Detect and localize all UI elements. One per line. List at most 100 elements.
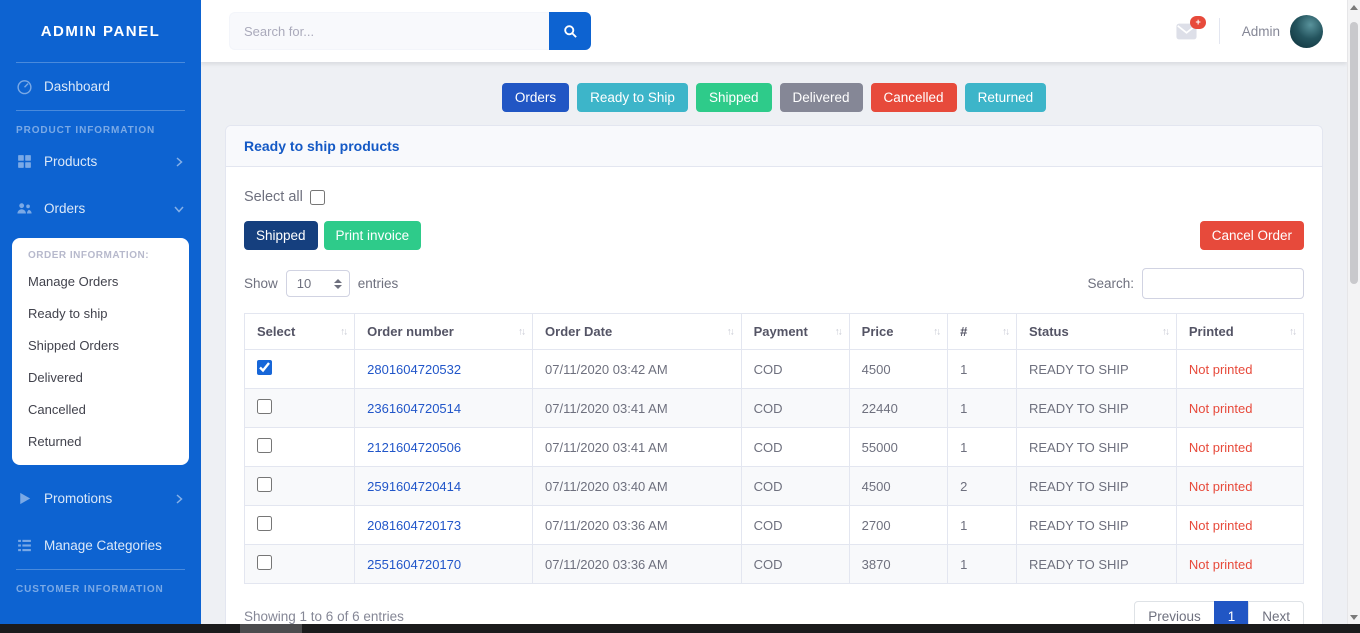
print-invoice-button[interactable]: Print invoice <box>323 221 422 250</box>
table-search-control: Search: <box>1087 268 1304 299</box>
tachometer-icon <box>16 78 33 95</box>
order-number-link[interactable]: 2801604720532 <box>367 361 462 377</box>
order-number-link[interactable]: 2551604720170 <box>367 556 462 572</box>
row-checkbox[interactable] <box>257 516 272 531</box>
column-label: # <box>960 324 968 339</box>
topbar: + Admin <box>201 0 1347 62</box>
select-all-label: Select all <box>244 189 303 205</box>
column-header-printed[interactable]: Printed ↑↓ <box>1175 313 1305 350</box>
filter-button-orders[interactable]: Orders <box>501 83 570 112</box>
order-date-cell: 07/11/2020 03:42 AM <box>532 349 742 389</box>
payment-cell: COD <box>740 349 850 389</box>
orders-submenu: ORDER INFORMATION: Manage Orders Ready to… <box>12 238 189 465</box>
column-header-select[interactable]: Select ↑↓ <box>243 313 356 350</box>
table-search-input[interactable] <box>1142 268 1304 299</box>
submenu-item-delivered[interactable]: Delivered <box>28 369 83 385</box>
order-date-cell: 07/11/2020 03:40 AM <box>532 466 742 506</box>
vertical-scrollbar[interactable] <box>1347 0 1360 624</box>
table-row: 2121604720506 07/11/2020 03:41 AM COD 55… <box>243 427 1305 467</box>
submenu-item-shipped-orders[interactable]: Shipped Orders <box>28 337 120 353</box>
search-input[interactable] <box>229 12 549 50</box>
printed-cell: Not printed <box>1175 505 1305 545</box>
topbar-search <box>229 12 591 50</box>
user-menu[interactable]: Admin <box>1241 14 1323 48</box>
submenu-item-cancelled[interactable]: Cancelled <box>28 401 86 417</box>
row-checkbox[interactable] <box>257 438 272 453</box>
printed-cell: Not printed <box>1175 544 1305 584</box>
sidebar-divider <box>16 569 185 570</box>
table-row: 2551604720170 07/11/2020 03:36 AM COD 38… <box>243 544 1305 584</box>
orders-submenu-items: Manage Orders Ready to ship Shipped Orders… <box>12 265 189 457</box>
row-checkbox[interactable] <box>257 477 272 492</box>
column-label: Status <box>1028 324 1069 339</box>
select-all-checkbox[interactable] <box>309 189 325 205</box>
sort-icon: ↑↓ <box>1001 326 1010 337</box>
cancel-order-button[interactable]: Cancel Order <box>1199 221 1304 250</box>
filter-button-returned[interactable]: Returned <box>964 83 1047 112</box>
column-header-order-date[interactable]: Order Date ↑↓ <box>532 313 742 350</box>
scroll-down-icon[interactable] <box>1348 610 1360 624</box>
column-header-status[interactable]: Status ↑↓ <box>1015 313 1177 350</box>
topbar-right: + Admin <box>1176 14 1323 48</box>
sidebar-item-label: Promotions <box>44 491 113 506</box>
scrollbar-thumb[interactable] <box>1350 22 1358 284</box>
qty-cell: 1 <box>947 505 1017 545</box>
sidebar-item-label: Products <box>44 154 98 169</box>
scroll-up-icon[interactable] <box>1348 0 1360 14</box>
column-header-order-number[interactable]: Order number ↑↓ <box>354 313 534 350</box>
order-number-link[interactable]: 2591604720414 <box>367 478 462 494</box>
column-header-payment[interactable]: Payment ↑↓ <box>740 313 850 350</box>
sort-icon: ↑↓ <box>933 326 941 337</box>
table-header-row: Select ↑↓ Order number ↑↓ Order Date ↑↓ Paymen… <box>243 313 1305 350</box>
printed-cell: Not printed <box>1175 349 1305 389</box>
submenu-item-manage-orders[interactable]: Manage Orders <box>28 273 119 289</box>
page-length-select[interactable]: 10 <box>285 270 350 297</box>
payment-cell: COD <box>740 505 850 545</box>
submenu-item-ready-to-ship[interactable]: Ready to ship <box>28 305 108 321</box>
filter-button-delivered[interactable]: Delivered <box>779 83 863 112</box>
sidebar-item-products[interactable]: Products <box>0 138 201 185</box>
status-cell: READY TO SHIP <box>1015 466 1177 506</box>
submenu-item-returned[interactable]: Returned <box>28 433 82 449</box>
brand[interactable]: ADMIN PANEL <box>40 22 161 40</box>
entries-label: entries <box>357 276 399 291</box>
column-label: Payment <box>753 324 808 339</box>
filter-button-shipped[interactable]: Shipped <box>695 83 772 112</box>
row-checkbox[interactable] <box>257 555 272 570</box>
sidebar-item-manage-categories[interactable]: Manage Categories <box>0 522 201 569</box>
chevron-down-icon <box>173 203 185 215</box>
status-cell: READY TO SHIP <box>1015 427 1177 467</box>
shipped-button[interactable]: Shipped <box>244 221 318 250</box>
payment-cell: COD <box>740 466 850 506</box>
price-cell: 2700 <box>848 505 949 545</box>
order-number-link[interactable]: 2121604720506 <box>367 439 462 455</box>
sidebar-item-orders[interactable]: Orders <box>0 185 201 232</box>
users-icon <box>16 200 33 217</box>
search-button[interactable] <box>549 12 591 50</box>
filter-button-cancelled[interactable]: Cancelled <box>870 83 957 112</box>
row-checkbox[interactable] <box>257 360 272 375</box>
column-header-col5[interactable]: # ↑↓ <box>947 313 1017 350</box>
play-icon <box>16 490 33 507</box>
video-progress-segment <box>240 624 302 633</box>
alerts-dropdown[interactable]: + <box>1176 15 1206 40</box>
card-header: Ready to ship products <box>226 126 1322 167</box>
filter-button-ready-to-ship[interactable]: Ready to Ship <box>577 83 688 112</box>
order-number-link[interactable]: 2081604720173 <box>367 517 462 533</box>
column-header-price[interactable]: Price ↑↓ <box>848 313 949 350</box>
printed-cell: Not printed <box>1175 388 1305 428</box>
sidebar-item-promotions[interactable]: Promotions <box>0 475 201 522</box>
sidebar-item-dashboard[interactable]: Dashboard <box>0 63 201 110</box>
sort-icon: ↑↓ <box>518 326 526 337</box>
user-name: Admin <box>1241 23 1280 39</box>
order-number-link[interactable]: 2361604720514 <box>367 400 462 416</box>
order-date-cell: 07/11/2020 03:36 AM <box>532 544 742 584</box>
status-filter-row: Orders Ready to Ship Shipped Delivered Cance… <box>201 83 1347 112</box>
table-row: 2801604720532 07/11/2020 03:42 AM COD 45… <box>243 349 1305 389</box>
row-checkbox[interactable] <box>257 399 272 414</box>
payment-cell: COD <box>740 427 850 467</box>
qty-cell: 2 <box>947 466 1017 506</box>
select-all: Select all <box>244 189 1304 205</box>
